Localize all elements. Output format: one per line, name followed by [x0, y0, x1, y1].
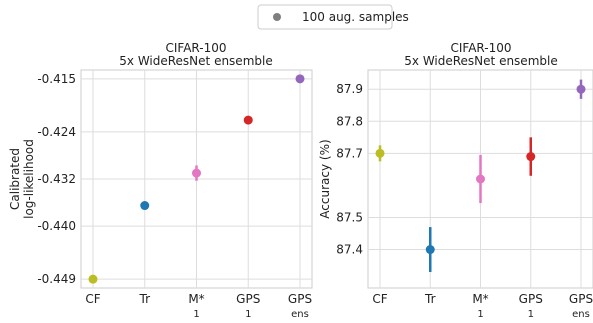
chart-1-xtick-sublabel: 1 [245, 309, 251, 320]
chart-1-data-point [295, 74, 305, 84]
chart-1-y-ticks: -0.449 -0.440 -0.432 -0.424 -0.415 [37, 72, 76, 286]
chart-2-ytick-label: 87.4 [336, 243, 363, 257]
chart-2-ytick-label: 87.8 [336, 114, 363, 128]
chart-1-data-point [192, 168, 201, 178]
chart-2-data-point [476, 174, 485, 184]
chart-1-xtick-label: GPS [288, 292, 312, 306]
chart-panel-2: CIFAR-100 5x WideResNet ensemble Accurac… [318, 41, 593, 320]
chart-1-ytick-label: -0.432 [37, 172, 76, 186]
chart-1-data-point [243, 115, 253, 125]
chart-1-ylabel-line2: log-likelihood [22, 139, 36, 219]
chart-panel-1: CIFAR-100 5x WideResNet ensemble Calibra… [8, 41, 313, 320]
chart-2-subtitle: 5x WideResNet ensemble [404, 54, 557, 68]
chart-1-xtick-label: M* [188, 292, 204, 306]
chart-1-x-ticks: CF Tr M* 1 GPS 1 GPS ens [85, 292, 312, 320]
chart-1-xtick-label: GPS [236, 292, 260, 306]
chart-1-ytick-label: -0.440 [37, 219, 76, 233]
chart-1-ytick-label: -0.449 [37, 272, 76, 286]
chart-2-xtick-label: GPS [569, 292, 593, 306]
chart-2-xtick-label: CF [372, 292, 387, 306]
chart-1-marks [88, 74, 305, 284]
chart-2-data-point [375, 148, 385, 158]
chart-1-ytick-label: -0.415 [37, 72, 76, 86]
chart-2-data-point [425, 245, 435, 255]
chart-1-xtick-label: CF [85, 292, 100, 306]
chart-1-subtitle: 5x WideResNet ensemble [119, 54, 272, 68]
chart-1-xtick-sublabel: 1 [193, 309, 199, 320]
legend-label: 100 aug. samples [302, 10, 409, 24]
chart-1-xtick-sublabel: ens [291, 309, 309, 320]
chart-2-y-ticks: 87.4 87.5 87.7 87.8 87.9 [336, 82, 363, 256]
chart-2-data-point [576, 84, 586, 94]
legend-box [257, 4, 393, 30]
chart-1-ytick-label: -0.424 [37, 125, 76, 139]
chart-2-ytick-label: 87.5 [336, 210, 363, 224]
chart-1-xtick-label: Tr [139, 292, 151, 306]
chart-2-x-ticks: CF Tr M* 1 GPS 1 GPS ens [372, 292, 593, 320]
chart-1-data-point [140, 201, 150, 211]
chart-2-ylabel: Accuracy (%) [318, 139, 332, 218]
chart-2-xtick-sublabel: 1 [477, 309, 483, 320]
chart-1-title: CIFAR-100 [165, 41, 226, 55]
chart-1-ylabel-line1: Calibrated [8, 148, 22, 210]
chart-2-ytick-label: 87.7 [336, 146, 363, 160]
legend: 100 aug. samples [257, 4, 409, 30]
chart-2-marks [375, 79, 586, 272]
chart-2-ytick-label: 87.9 [336, 82, 363, 96]
chart-2-xtick-label: Tr [424, 292, 436, 306]
legend-marker [273, 13, 281, 21]
chart-1-data-point [88, 274, 98, 284]
chart-2-xtick-sublabel: ens [572, 309, 590, 320]
chart-2-xtick-label: GPS [519, 292, 543, 306]
chart-1-gridlines [81, 70, 312, 288]
chart-2-data-point [526, 152, 536, 162]
chart-2-title: CIFAR-100 [450, 41, 511, 55]
chart-2-xtick-sublabel: 1 [528, 309, 534, 320]
chart-2-gridlines [368, 70, 593, 288]
chart-2-xtick-label: M* [472, 292, 488, 306]
